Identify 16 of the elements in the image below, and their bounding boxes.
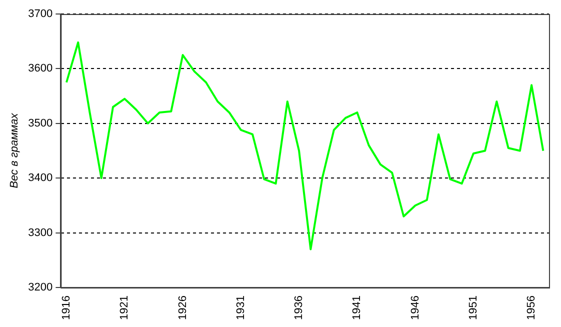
x-tick-label: 1936 xyxy=(293,296,306,320)
y-tick-label: 3600 xyxy=(28,62,53,75)
x-tick-label: 1956 xyxy=(526,296,538,320)
x-tick-label: 1926 xyxy=(176,296,189,320)
y-tick-label: 3500 xyxy=(28,117,53,130)
x-tick-label: 1921 xyxy=(118,296,131,320)
y-tick-label: 3700 xyxy=(28,8,53,20)
x-tick-label: 1951 xyxy=(467,296,480,320)
x-tick-label: 1941 xyxy=(351,296,364,320)
x-tick-label: 1916 xyxy=(60,296,73,320)
y-axis-title: Вес в граммах xyxy=(8,112,21,188)
y-tick-label: 3200 xyxy=(28,282,53,294)
y-tick-label: 3400 xyxy=(28,172,53,184)
x-tick-label: 1931 xyxy=(234,296,247,320)
x-tick-label: 1946 xyxy=(409,296,422,320)
y-tick-label: 3300 xyxy=(28,226,53,239)
